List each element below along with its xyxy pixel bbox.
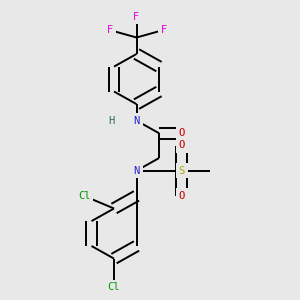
FancyBboxPatch shape [158, 22, 169, 38]
Text: O: O [178, 128, 184, 138]
Text: F: F [160, 25, 166, 35]
FancyBboxPatch shape [130, 9, 142, 24]
FancyBboxPatch shape [130, 163, 142, 178]
FancyBboxPatch shape [176, 138, 188, 153]
Text: H: H [108, 116, 114, 126]
FancyBboxPatch shape [103, 22, 116, 38]
FancyBboxPatch shape [176, 188, 188, 203]
Text: Cl: Cl [78, 191, 90, 201]
FancyBboxPatch shape [130, 113, 142, 128]
Text: O: O [178, 140, 184, 151]
Text: S: S [178, 166, 184, 176]
FancyBboxPatch shape [176, 126, 188, 141]
Text: N: N [134, 166, 140, 176]
Text: N: N [134, 116, 140, 126]
FancyBboxPatch shape [176, 163, 188, 178]
Text: F: F [134, 11, 140, 22]
Text: O: O [178, 191, 184, 201]
FancyBboxPatch shape [75, 188, 93, 203]
FancyBboxPatch shape [105, 113, 117, 128]
Text: F: F [106, 25, 112, 35]
Text: Cl: Cl [108, 282, 120, 292]
FancyBboxPatch shape [105, 280, 123, 295]
